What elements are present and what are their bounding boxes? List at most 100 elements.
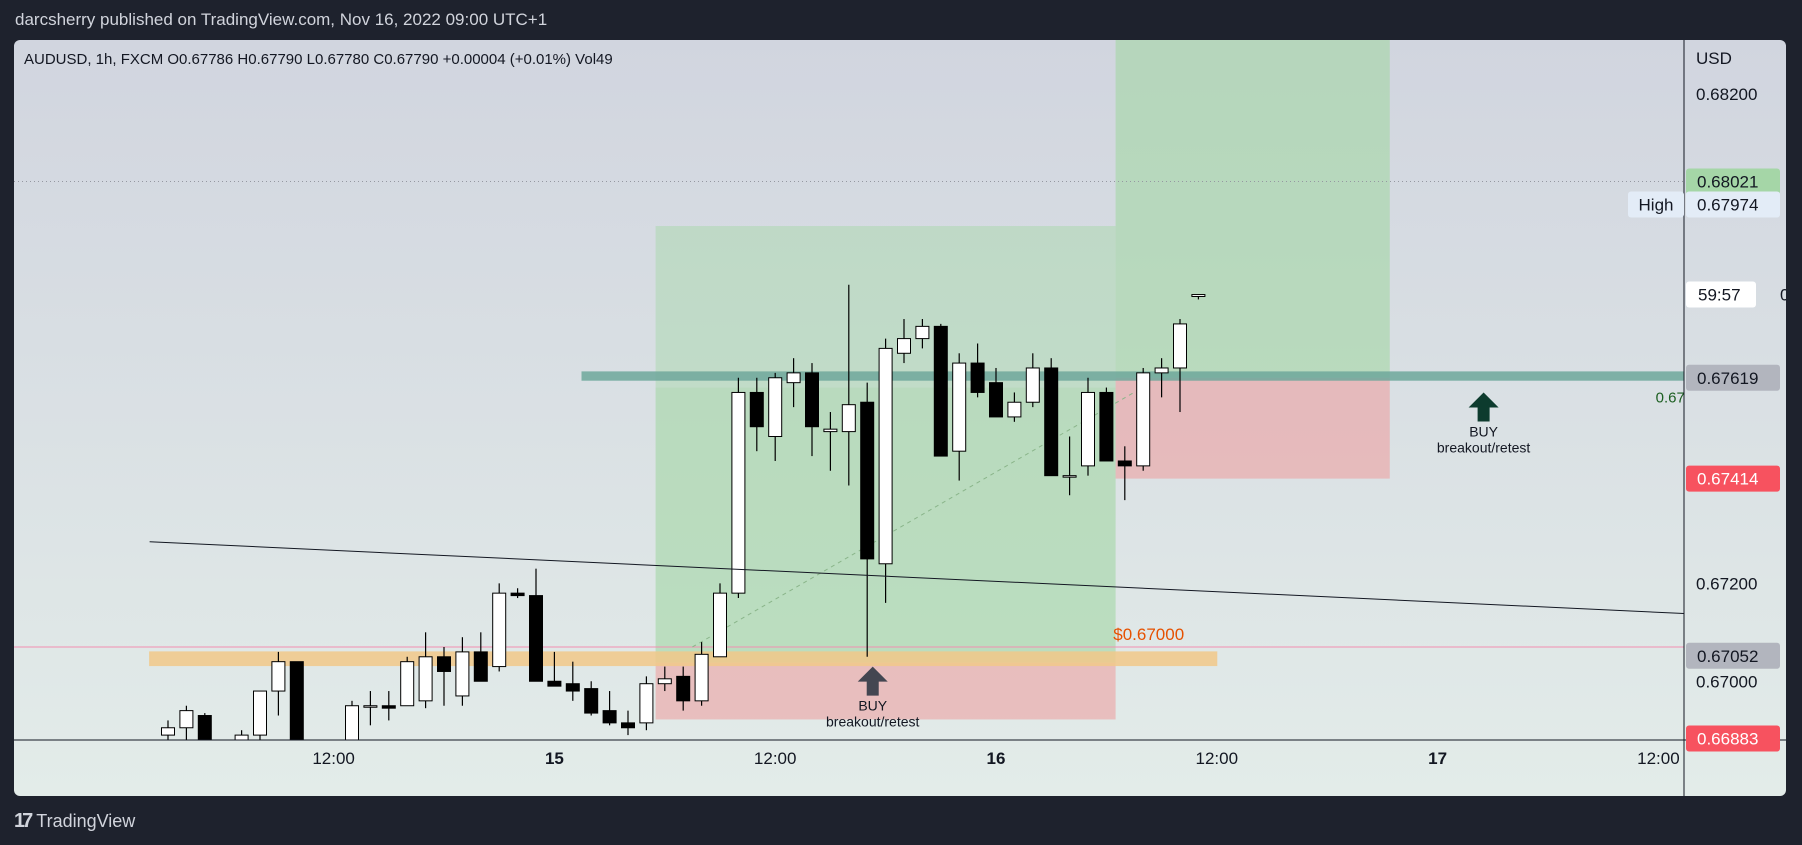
candle-body	[1154, 367, 1169, 374]
candle-body	[1117, 460, 1132, 467]
candle-26	[621, 710, 635, 736]
candle-37	[823, 412, 838, 471]
candle-body	[933, 325, 948, 457]
position-1-stop-zone	[655, 662, 1116, 720]
high-tag-bg	[1628, 191, 1684, 218]
candle-body	[860, 401, 875, 560]
candle-body	[952, 362, 967, 452]
candle-body	[179, 710, 194, 729]
price-badge-text: 0.67619	[1697, 369, 1758, 388]
x-tick-label: 16	[987, 749, 1006, 768]
price-badge-bg	[1686, 191, 1780, 218]
candle-17	[455, 637, 470, 706]
price-badge-text: 0.66883	[1697, 730, 1758, 749]
price-badge: 0.67052	[1686, 642, 1780, 669]
candle-39	[860, 382, 875, 657]
up-arrow-icon	[857, 666, 888, 696]
y-tick-label: 0.67000	[1696, 672, 1757, 691]
x-tick-label: 12:00	[312, 749, 355, 768]
publish-header: darcsherry published on TradingView.com,…	[15, 10, 548, 29]
candle-40	[878, 338, 893, 603]
buy-marker-label: BUY	[858, 698, 887, 714]
candle-20	[510, 588, 525, 599]
price-badge: 0.66883	[1686, 725, 1780, 752]
candle-body	[768, 377, 783, 438]
tradingview-logo-icon: 17	[14, 809, 33, 832]
price-annotation: $0.67000	[1113, 625, 1184, 644]
candle-body	[841, 404, 856, 433]
candle-body	[1025, 367, 1040, 403]
candle-body	[473, 651, 488, 682]
candle-body	[289, 661, 304, 740]
candle-body	[1191, 294, 1206, 298]
candle-body	[970, 362, 985, 393]
buy-marker-sublabel: breakout/retest	[1437, 439, 1530, 455]
brand-footer[interactable]: 17 TradingView	[14, 806, 135, 836]
plot-area: BUYbreakout/retestBUYbreakout/retest0.67…	[14, 40, 1684, 740]
candle-body	[639, 683, 654, 724]
symbol-info: AUDUSD, 1h, FXCM O0.67786 H0.67790 L0.67…	[24, 51, 613, 68]
candle-body	[1081, 391, 1095, 467]
price-badge-bg	[1686, 364, 1780, 391]
candle-16	[437, 646, 451, 706]
candle-2	[179, 705, 194, 740]
countdown-badge-bg	[1686, 281, 1756, 308]
x-tick-label: 15	[545, 749, 564, 768]
price-badge: 0.67974 High	[1628, 191, 1780, 218]
candle-31	[713, 583, 727, 658]
candle-body	[492, 592, 507, 668]
candle-body	[400, 661, 415, 707]
candle-body	[878, 347, 893, 565]
candle-13	[381, 691, 396, 721]
candle-body	[1007, 401, 1022, 418]
candle-14	[400, 656, 415, 707]
candle-body	[1044, 367, 1059, 477]
candle-body	[823, 428, 838, 433]
y-tick-label: 0.68200	[1696, 85, 1757, 104]
candle-41	[897, 319, 911, 364]
price-badge: 0.68021	[1686, 168, 1780, 195]
y-tick-label: 0.67200	[1696, 574, 1757, 593]
candle-body	[731, 391, 746, 594]
candle-7	[271, 651, 286, 716]
candle-body	[437, 656, 451, 672]
clipped-price-digit: 0	[1780, 286, 1786, 305]
candle-body	[786, 372, 801, 384]
candle-27	[639, 676, 654, 731]
candle-55	[1154, 358, 1169, 398]
candle-18	[473, 632, 488, 682]
candle-1	[161, 720, 175, 740]
candle-22	[547, 651, 562, 687]
candle-body	[915, 325, 930, 340]
price-badge: 0.67414	[1686, 465, 1780, 492]
candle-body	[989, 382, 1003, 418]
candle-body	[749, 391, 764, 428]
price-badge-bg	[1686, 168, 1780, 195]
candle-body	[1136, 372, 1151, 467]
x-tick-label: 17	[1428, 749, 1447, 768]
price-badge-text: 0.67052	[1697, 647, 1758, 666]
candle-51	[1081, 377, 1095, 476]
candle-8	[289, 661, 304, 740]
price-badge-bg	[1686, 725, 1780, 752]
candle-56	[1173, 319, 1187, 413]
candle-11	[345, 700, 359, 740]
candle-28	[657, 666, 672, 692]
candle-body	[510, 592, 525, 597]
candle-body	[1099, 391, 1114, 462]
candle-21	[529, 568, 543, 682]
candle-42	[915, 319, 930, 349]
candle-body	[345, 705, 359, 740]
candle-body	[676, 675, 691, 702]
candle-12	[363, 691, 378, 726]
trendline	[149, 541, 1684, 615]
candle-53	[1117, 446, 1132, 501]
candle-34	[768, 372, 783, 461]
price-badge-bg	[1686, 465, 1780, 492]
price-chart[interactable]: BUYbreakout/retestBUYbreakout/retest0.67…	[14, 40, 1786, 796]
candle-body	[455, 651, 470, 697]
candle-body	[694, 653, 709, 702]
trade-path-line	[692, 392, 1135, 648]
chart-frame[interactable]: BUY breakout/retest BUY breakout/retest 0.67…	[14, 40, 1786, 796]
candle-body	[805, 372, 819, 428]
